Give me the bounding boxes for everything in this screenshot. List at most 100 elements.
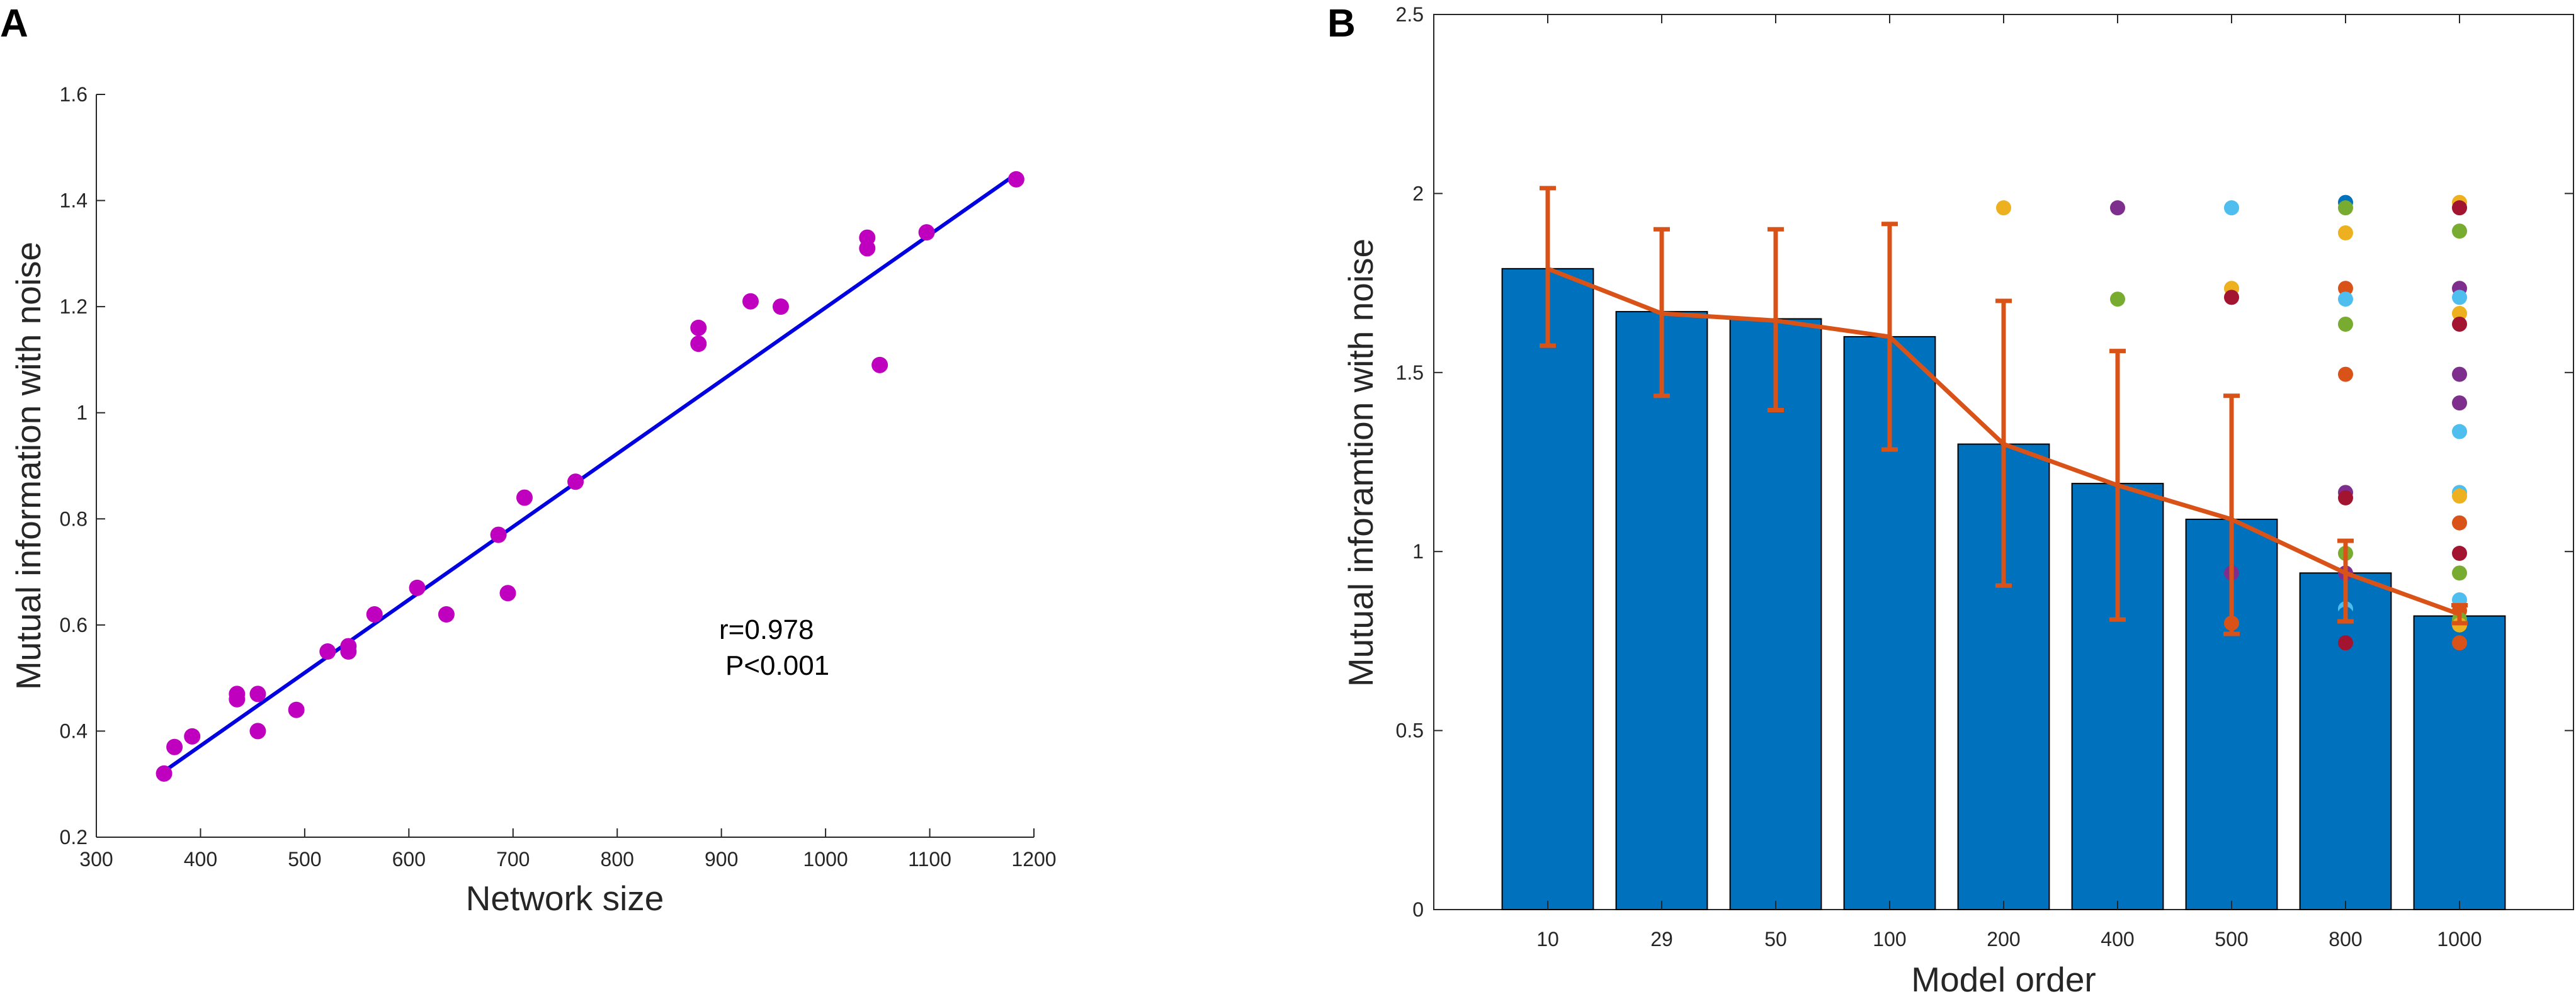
mean-line [1546,266,2461,617]
sample-dot [2452,635,2467,651]
x-tick-label: 700 [496,848,530,871]
x-tick-label: 400 [184,848,217,871]
scatter-point [859,240,876,257]
x-tick-label: 500 [2215,928,2248,950]
x-tick-label: 800 [2329,928,2362,950]
sample-dot [1996,200,2011,216]
x-tick-label: 29 [1650,928,1673,950]
sample-dot [2452,290,2467,305]
sample-dot [2338,317,2353,332]
x-tick-label: 1200 [1011,848,1056,871]
sample-dot [2338,291,2353,307]
sample-dot [2452,223,2467,239]
scatter-point [918,224,935,241]
sample-dot [2452,565,2467,581]
scatter-point [156,765,173,782]
sample-dot [2452,395,2467,411]
scatter-point [166,738,183,755]
scatter-point [499,585,516,602]
panel-a-y-ticks: 0.2 0.4 0.6 0.8 1 1.2 1.4 1.6 [60,83,105,849]
scatter-point [742,293,759,310]
sample-dot [2452,317,2467,332]
sample-dot [2452,305,2467,321]
scatter-point [366,606,383,623]
panel-b-x-label: Model order [1911,960,2096,999]
scatter-point [249,685,266,702]
scatter-point [184,728,201,745]
sample-dot [2110,291,2125,307]
bar [1615,311,1708,910]
y-tick-label: 1.5 [1396,361,1424,384]
y-tick-label: 1.4 [60,189,88,212]
y-tick-label: 0.2 [60,826,88,849]
scatter-point [690,336,707,353]
panel-b-y-label: Mutual inforamtion with noise [1341,239,1380,687]
sample-dot [2338,635,2353,651]
panel-b-x-ticks: 10 29 50 100 200 400 500 800 1000 [1536,14,2482,950]
panel-a-y-label: Mutual information with noise [9,242,48,690]
scatter-point [871,356,888,373]
x-tick-label: 400 [2101,928,2134,950]
scatter-point [690,319,707,336]
y-tick-label: 0.5 [1396,719,1424,742]
scatter-point [490,526,507,543]
sample-dot [2338,225,2353,240]
sample-dot [2452,424,2467,439]
y-tick-label: 2 [1412,182,1424,205]
bar [2299,572,2392,910]
x-tick-label: 600 [392,848,426,871]
scatter-point [409,579,426,596]
y-tick-label: 0 [1412,898,1424,921]
correlation-p: P<0.001 [725,650,829,681]
regression-line [159,172,1018,776]
panel-b-label: B [1327,2,1356,45]
panel-a-x-label: Network size [466,879,664,918]
scatter-point [229,691,246,708]
scatter-point [772,298,789,315]
sample-dot [2224,200,2239,216]
sample-dot [2452,366,2467,382]
y-tick-label: 1 [76,402,88,424]
sample-dot [2338,200,2353,216]
scatter-point [516,489,533,506]
sample-dot [2338,281,2353,296]
x-tick-label: 900 [705,848,738,871]
scatter-point [288,701,305,718]
sample-dot [2452,488,2467,504]
x-tick-label: 800 [601,848,634,871]
panel-b: B 0 0.5 1 1.5 2 2.5 10 29 50 100 200 400 500 800 1000… [1327,2,2574,999]
y-tick-label: 0.4 [60,719,88,742]
x-tick-label: 50 [1764,928,1787,950]
scatter-point [567,473,584,490]
y-tick-label: 0.8 [60,507,88,530]
x-tick-label: 1000 [803,848,848,871]
sample-dot [2452,200,2467,216]
sample-dot [2452,546,2467,561]
y-tick-label: 1 [1412,540,1424,563]
scatter-point [319,643,336,660]
y-tick-label: 0.6 [60,614,88,636]
y-tick-label: 1.2 [60,295,88,318]
y-tick-label: 1.6 [60,83,88,106]
panel-a-label: A [0,2,28,45]
scatter-point [1007,171,1024,188]
panel-a-x-ticks: 300 400 500 600 700 800 900 1000 1100 1200 [79,828,1057,871]
x-tick-label: 1000 [2437,928,2482,950]
scatter-point [340,643,357,660]
x-tick-label: 200 [1987,928,2020,950]
bar [2413,615,2506,910]
x-tick-label: 10 [1536,928,1559,950]
sample-dot [2224,290,2239,305]
scatter-point [438,606,455,623]
x-tick-label: 1100 [908,848,951,871]
correlation-r: r=0.978 [719,614,814,645]
sample-dot [2338,366,2353,382]
x-tick-label: 500 [288,848,321,871]
scatter-point [249,723,266,740]
sample-dot [2338,490,2353,505]
bar [1501,268,1594,910]
panel-a-points [156,171,1024,782]
bar [1729,318,1822,911]
sample-dot [2110,200,2125,216]
